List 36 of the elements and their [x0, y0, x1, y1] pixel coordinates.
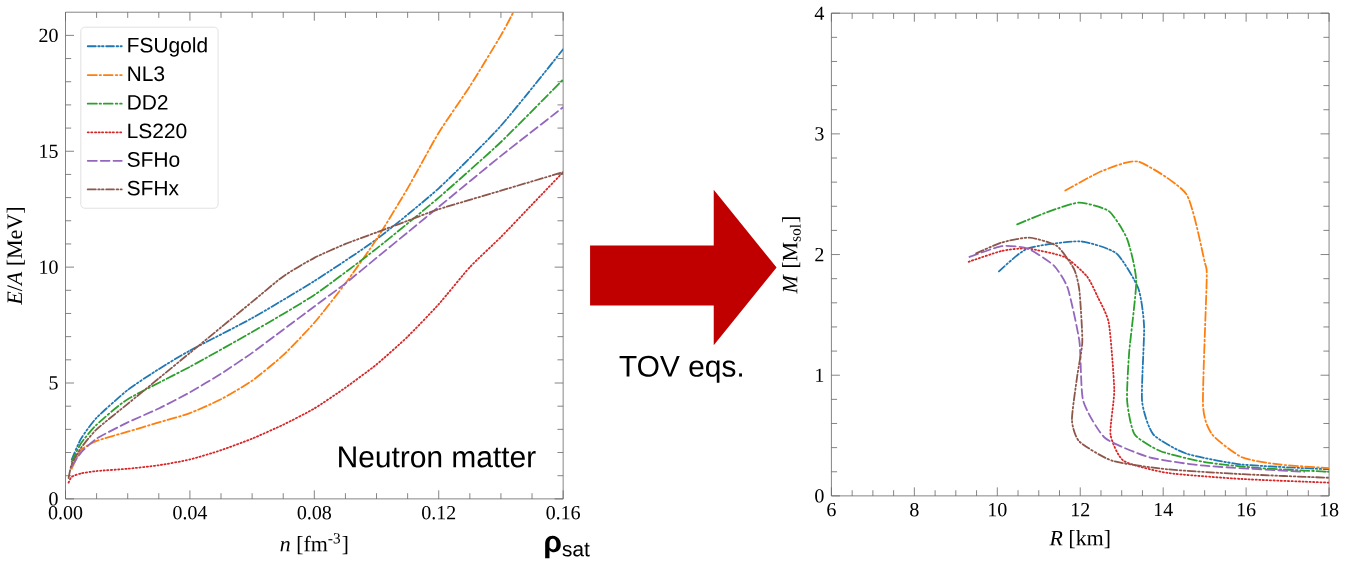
x-tick-label: 12 [1072, 503, 1090, 517]
legend-label: FSUgold [128, 37, 207, 57]
x-tick-label: 18 [1320, 503, 1339, 517]
y-tick-label: 15 [40, 144, 58, 159]
annotation: Neutron matter [339, 446, 536, 468]
x-tick-label: 0.00 [48, 506, 83, 520]
x-tick-label: 8 [910, 503, 919, 517]
x-tick-label: 10 [989, 503, 1007, 517]
x-axis-title: n [fm$^{-3}$] [280, 533, 348, 555]
x-tick-label: 0.12 [422, 506, 456, 520]
x-tick-label: 0.04 [173, 506, 208, 520]
y-tick-label: 20 [39, 28, 58, 43]
legend-label: SFHx [127, 180, 179, 196]
y-tick-label: 0 [815, 489, 824, 503]
x-tick-label: 16 [1237, 503, 1256, 517]
y-tick-label: 0 [49, 492, 58, 506]
y-axis-title: M [M$_{sol}$] [782, 217, 801, 294]
x-tick-label: 0.16 [546, 506, 581, 520]
y-tick-label: 3 [815, 127, 824, 141]
line-series [1064, 160, 1330, 470]
text: ρ$_{sat}$ [545, 535, 590, 559]
legend-label: DD2 [128, 95, 168, 110]
legend-label: SFHo [127, 152, 180, 168]
line-series [1016, 201, 1330, 473]
text: TOV eqs. [619, 355, 742, 383]
x-axis-title: R [km] [1049, 530, 1110, 549]
legend-label: LS220 [128, 123, 187, 139]
legend-label: NL3 [128, 66, 165, 82]
y-tick-label: 4 [814, 6, 825, 20]
x-tick-label: 14 [1154, 503, 1173, 517]
y-tick-label: 10 [40, 260, 58, 274]
y-tick-label: 2 [815, 248, 824, 262]
y-tick-label: 5 [49, 376, 58, 390]
x-tick-label: 0.08 [297, 506, 332, 520]
x-tick-label: 6 [827, 503, 836, 517]
y-tick-label: 1 [816, 368, 824, 382]
